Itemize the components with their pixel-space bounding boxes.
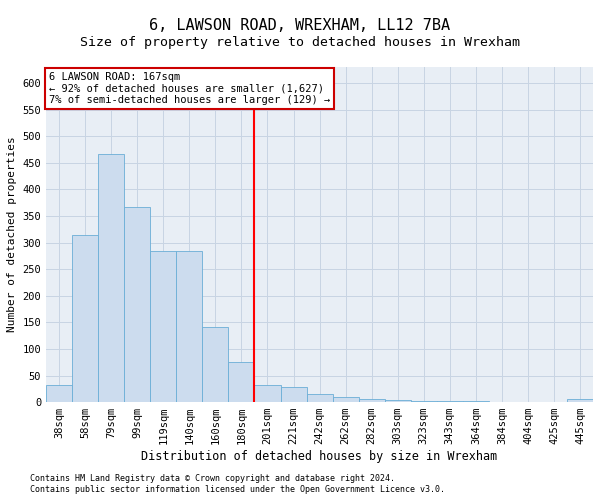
Bar	[463, 401, 489, 402]
Y-axis label: Number of detached properties: Number of detached properties	[7, 136, 17, 332]
Text: Size of property relative to detached houses in Wrexham: Size of property relative to detached ho…	[80, 36, 520, 49]
Text: 6 LAWSON ROAD: 167sqm
← 92% of detached houses are smaller (1,627)
7% of semi-de: 6 LAWSON ROAD: 167sqm ← 92% of detached …	[49, 72, 330, 105]
Bar	[124, 207, 150, 402]
Text: 6, LAWSON ROAD, WREXHAM, LL12 7BA: 6, LAWSON ROAD, WREXHAM, LL12 7BA	[149, 18, 451, 32]
Bar	[385, 400, 411, 402]
Bar	[359, 400, 385, 402]
Bar	[411, 400, 437, 402]
Bar	[176, 251, 202, 402]
Bar	[202, 326, 229, 402]
Bar	[46, 385, 72, 402]
X-axis label: Distribution of detached houses by size in Wrexham: Distribution of detached houses by size …	[142, 450, 498, 463]
Bar	[98, 154, 124, 402]
Bar	[437, 401, 463, 402]
Bar	[229, 362, 254, 402]
Bar	[332, 398, 359, 402]
Bar	[72, 234, 98, 402]
Text: Contains public sector information licensed under the Open Government Licence v3: Contains public sector information licen…	[30, 485, 445, 494]
Bar	[281, 387, 307, 402]
Bar	[254, 385, 281, 402]
Bar	[307, 394, 332, 402]
Text: Contains HM Land Registry data © Crown copyright and database right 2024.: Contains HM Land Registry data © Crown c…	[30, 474, 395, 483]
Bar	[150, 251, 176, 402]
Bar	[567, 400, 593, 402]
